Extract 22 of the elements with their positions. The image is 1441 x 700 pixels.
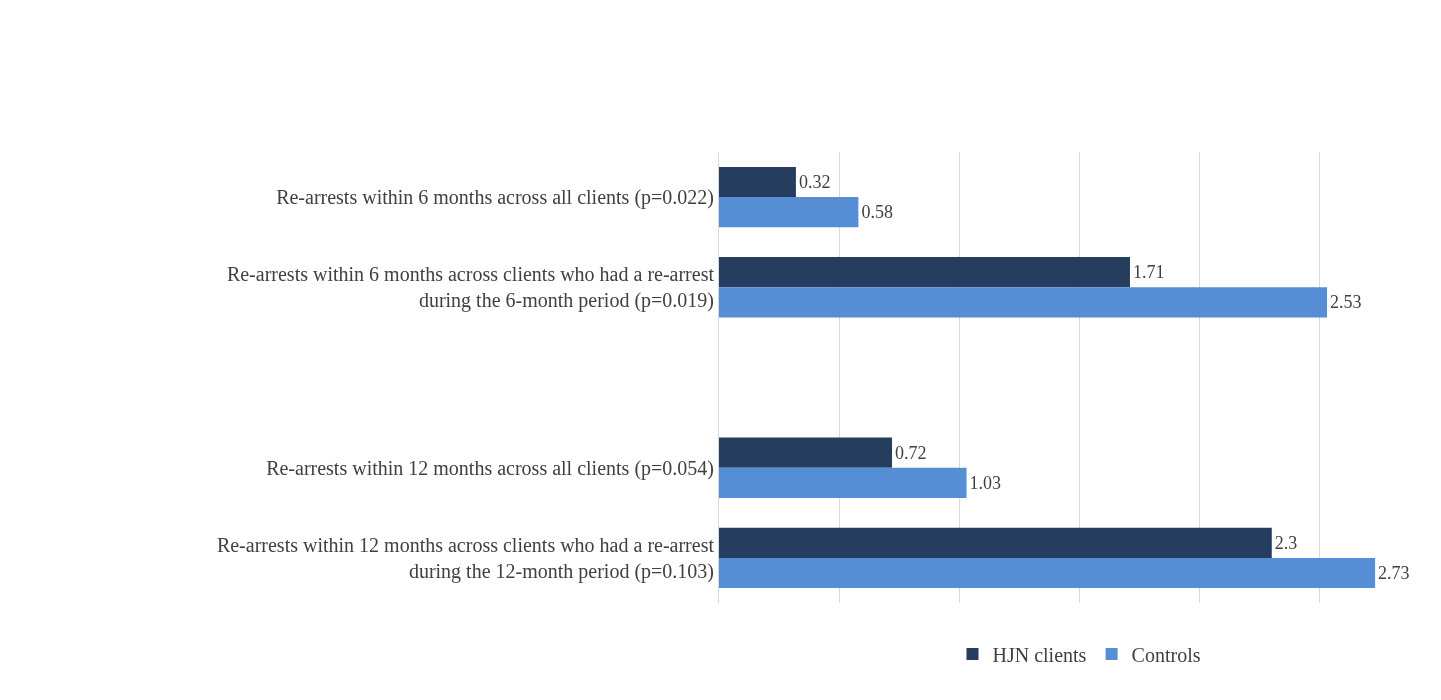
bar xyxy=(719,197,859,228)
data-label: 1.71 xyxy=(1132,262,1165,283)
data-label: 0.58 xyxy=(861,202,893,223)
data-label: 0.72 xyxy=(895,442,927,463)
bar xyxy=(719,437,893,468)
bar xyxy=(719,257,1130,288)
data-label: 2.73 xyxy=(1378,563,1410,584)
y-tick-label: Re-arrests within 12 months across all clients (p=0.054) xyxy=(266,456,714,480)
data-label: 2.53 xyxy=(1330,292,1362,313)
legend-label: HJN clients xyxy=(992,643,1087,666)
bar xyxy=(719,527,1272,558)
data-label: 0.32 xyxy=(798,171,831,192)
y-tick-label: Re-arrests within 12 months across clients who had a re-arrest during the 12-month period (p=0.103) xyxy=(216,533,715,583)
bar xyxy=(719,287,1328,318)
data-label: 1.03 xyxy=(969,472,1002,493)
y-tick-label: Re-arrests within 6 months across all clients (p=0.022) xyxy=(276,186,714,210)
bar xyxy=(719,467,967,498)
legend-label: Controls xyxy=(1131,643,1201,666)
bar xyxy=(719,166,796,198)
y-tick-label: Re-arrests within 6 months across clients who had a re-arrest during the 6-month period (p=0.019) xyxy=(226,263,715,313)
bar xyxy=(719,557,1376,589)
data-label: 2.3 xyxy=(1274,532,1298,553)
